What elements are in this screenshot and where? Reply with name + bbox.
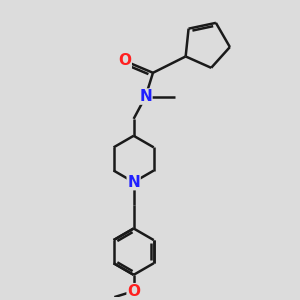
Text: O: O <box>118 53 131 68</box>
Text: O: O <box>127 284 140 299</box>
Text: N: N <box>127 175 140 190</box>
Text: N: N <box>139 89 152 104</box>
